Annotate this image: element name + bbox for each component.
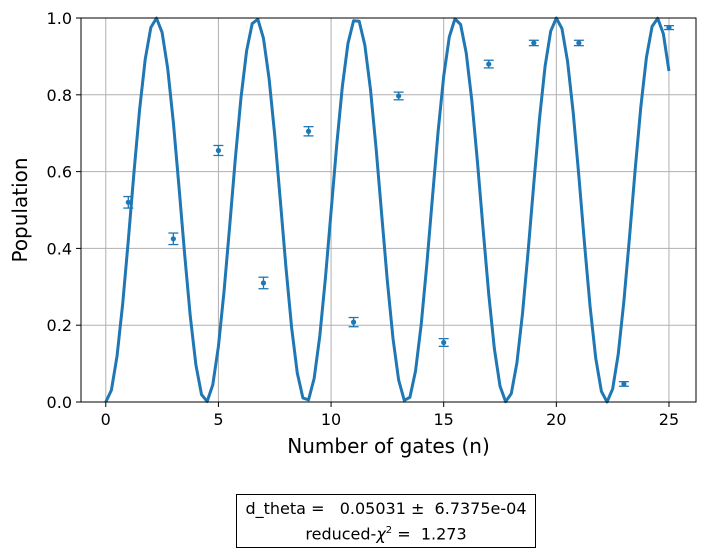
data-point xyxy=(258,276,269,290)
data-marker xyxy=(215,147,222,154)
data-marker xyxy=(576,40,582,46)
x-tick-label: 5 xyxy=(213,410,223,429)
data-point xyxy=(393,91,404,101)
y-tick-label: 0.0 xyxy=(47,393,72,412)
data-point xyxy=(573,39,584,47)
data-point xyxy=(528,39,539,47)
y-axis-label: Population xyxy=(8,157,32,262)
data-marker xyxy=(170,236,176,242)
data-marker xyxy=(260,280,267,286)
data-point xyxy=(438,337,449,347)
y-tick-label: 0.2 xyxy=(47,316,72,335)
x-tick-label: 25 xyxy=(659,410,679,429)
x-tick-label: 15 xyxy=(434,410,454,429)
x-tick-label: 0 xyxy=(101,410,111,429)
ticks: 0 5 10 15 20 25 0.0 0.2 0.4 0.6 0.8 1.0 xyxy=(47,9,680,429)
data-marker xyxy=(531,40,537,46)
y-tick-label: 0.4 xyxy=(47,239,72,258)
data-point xyxy=(123,195,134,209)
fit-results-box: d_theta = 0.05031 ± 6.7375e-04 reduced-χ… xyxy=(236,494,536,548)
x-tick-label: 10 xyxy=(321,410,341,429)
x-tick-label: 20 xyxy=(546,410,566,429)
data-marker xyxy=(350,319,357,325)
data-marker xyxy=(666,25,672,31)
chi-symbol: χ xyxy=(376,524,386,544)
fit-line xyxy=(104,16,671,404)
chi2-value: = 1.273 xyxy=(392,524,467,544)
data-marker xyxy=(621,381,627,387)
fit-result-chi2: reduced-χ2 = 1.273 xyxy=(237,520,535,545)
data-marker xyxy=(125,199,131,205)
data-point xyxy=(663,25,674,31)
fit-result-dtheta: d_theta = 0.05031 ± 6.7375e-04 xyxy=(245,499,527,518)
data-point xyxy=(213,144,224,157)
data-points-layer xyxy=(123,25,674,387)
y-tick-label: 0.6 xyxy=(47,163,72,182)
data-marker xyxy=(486,61,492,67)
data-point xyxy=(303,126,314,137)
x-axis-label: Number of gates (n) xyxy=(287,434,490,458)
fit-line-layer xyxy=(104,16,671,404)
data-point xyxy=(348,316,359,328)
data-marker xyxy=(396,93,402,99)
data-point xyxy=(168,232,179,246)
data-point xyxy=(483,59,494,69)
chi2-prefix: reduced- xyxy=(305,524,377,544)
data-marker xyxy=(305,128,312,134)
y-tick-label: 0.8 xyxy=(47,86,72,105)
grid xyxy=(81,17,696,403)
data-point xyxy=(618,380,629,387)
data-marker xyxy=(441,339,447,346)
y-tick-label: 1.0 xyxy=(47,9,72,28)
plot-frame xyxy=(80,17,697,403)
chi-superscript: 2 xyxy=(385,525,393,536)
